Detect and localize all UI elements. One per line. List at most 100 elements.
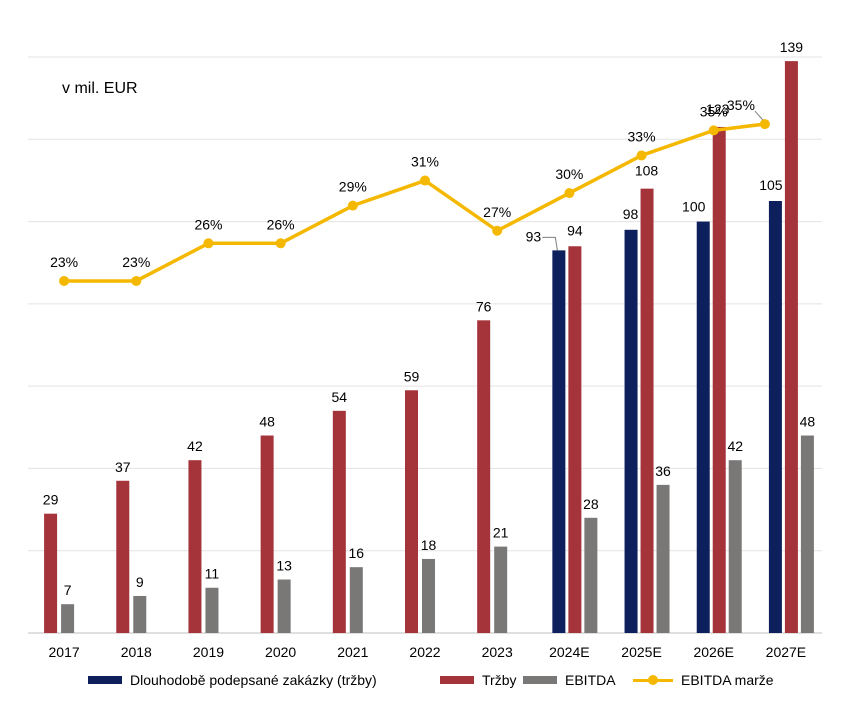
bar (768, 201, 782, 633)
leader-line (542, 236, 558, 251)
legend-item: EBITDA marže (633, 672, 774, 688)
data-label: 48 (800, 414, 816, 430)
legend-swatch (88, 676, 122, 684)
data-label: 105 (759, 177, 783, 193)
line-point (203, 238, 214, 249)
line-point (492, 225, 503, 236)
bar (405, 390, 418, 633)
line-data-label: 26% (194, 216, 222, 232)
data-label: 9 (136, 574, 144, 590)
data-label: 21 (493, 525, 509, 541)
line-point (636, 150, 647, 161)
data-label: 37 (115, 459, 131, 475)
bar (260, 435, 274, 633)
legend-swatch (523, 676, 557, 684)
line-point (347, 200, 358, 211)
line-data-label: 27% (483, 204, 511, 220)
legend-swatch (633, 674, 673, 686)
data-label: 29 (43, 492, 59, 508)
legend: Dlouhodobě podepsané zakázky (tržby) Tržb… (0, 672, 846, 696)
data-label: 94 (567, 222, 583, 238)
legend-item: Dlouhodobě podepsané zakázky (tržby) (88, 672, 377, 688)
bar (784, 61, 798, 634)
line-data-label: 35% (700, 103, 728, 119)
series-line (64, 122, 766, 283)
leader-line (754, 110, 764, 121)
bar (422, 558, 435, 633)
data-label: 98 (623, 206, 639, 222)
line-data-label: 31% (411, 154, 439, 170)
data-label: 7 (64, 582, 72, 598)
data-label: 18 (421, 537, 437, 553)
data-label: 100 (682, 199, 706, 215)
legend-label: Dlouhodobě podepsané zakázky (tržby) (130, 672, 377, 688)
legend-label: EBITDA marže (681, 672, 774, 688)
bar (656, 484, 670, 633)
data-label: 76 (476, 298, 492, 314)
bar (133, 595, 147, 633)
data-label: 48 (259, 414, 275, 430)
legend-item: EBITDA (523, 672, 616, 688)
bar (640, 188, 654, 633)
data-label: 59 (404, 368, 420, 384)
line-data-label: 23% (50, 254, 78, 270)
data-label: 16 (349, 545, 365, 561)
bar (696, 221, 710, 634)
data-label: 36 (655, 463, 671, 479)
x-tick-label: 2017 (49, 644, 80, 660)
legend-swatch (440, 676, 474, 684)
bar (205, 587, 219, 633)
legend-item: Tržby (440, 672, 516, 688)
x-tick-label: 2024E (549, 644, 589, 660)
x-tick-label: 2019 (193, 644, 224, 660)
bar (712, 126, 726, 633)
line-data-label: 29% (339, 179, 367, 195)
bar (584, 517, 598, 633)
x-tick-label: 2020 (265, 644, 296, 660)
bar (332, 410, 346, 633)
bar (277, 579, 291, 633)
line-point (59, 275, 70, 286)
x-tick-label: 2022 (409, 644, 440, 660)
legend-label: Tržby (482, 672, 517, 688)
line-data-label: 23% (122, 254, 150, 270)
line-data-label: 26% (267, 216, 295, 232)
x-tick-label: 2025E (621, 644, 661, 660)
bar (116, 480, 130, 633)
data-label: 42 (727, 438, 743, 454)
unit-label: v mil. EUR (62, 80, 138, 97)
data-label: 93 (526, 228, 542, 244)
data-label: 123 (706, 101, 730, 117)
line-point (131, 275, 142, 286)
line-point (564, 188, 575, 199)
x-tick-label: 2027E (766, 644, 806, 660)
bar (568, 246, 582, 633)
data-label: 139 (780, 39, 804, 55)
line-point (708, 125, 719, 136)
data-label: 13 (276, 558, 292, 574)
x-tick-label: 2021 (337, 644, 368, 660)
x-tick-label: 2023 (482, 644, 513, 660)
line-data-label: 30% (555, 166, 583, 182)
legend-label: EBITDA (565, 672, 616, 688)
bar (349, 567, 363, 633)
bar (44, 513, 58, 633)
bar (728, 460, 742, 633)
bar (800, 435, 814, 633)
line-data-label: 35% (727, 97, 755, 113)
line-data-label: 33% (628, 128, 656, 144)
data-label: 28 (583, 496, 599, 512)
x-tick-label: 2026E (693, 644, 733, 660)
data-label: 11 (205, 566, 220, 582)
line-point (420, 175, 430, 186)
bar (624, 229, 638, 634)
x-tick-label: 2018 (121, 644, 152, 660)
bar (188, 460, 202, 633)
bar (477, 320, 491, 633)
line-point (275, 238, 286, 249)
bar (552, 250, 566, 633)
bar (61, 604, 75, 633)
line-point (759, 119, 770, 130)
data-label: 42 (187, 438, 203, 454)
